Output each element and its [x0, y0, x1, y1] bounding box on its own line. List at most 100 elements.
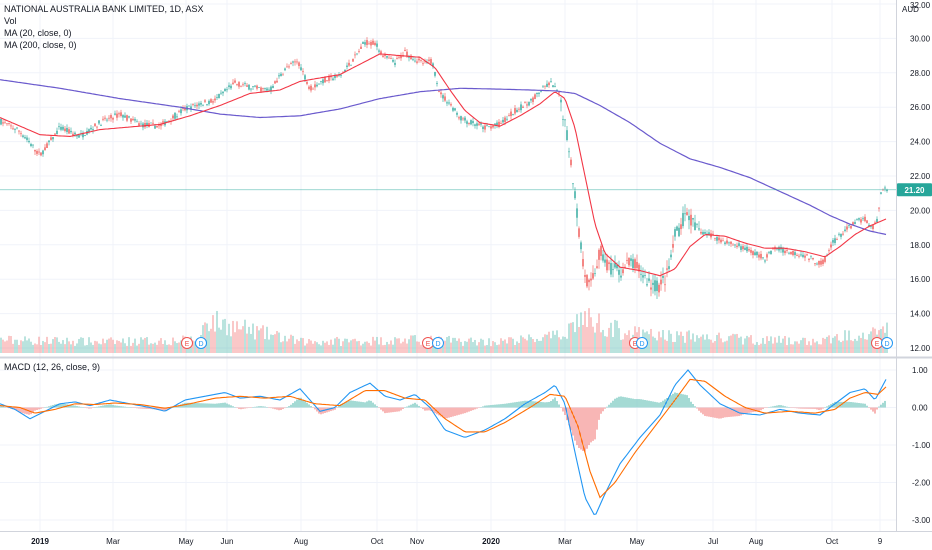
candle-body: [174, 112, 176, 119]
candle-body: [198, 103, 200, 106]
price-pane[interactable]: [0, 0, 896, 356]
macd-hist-bar: [702, 407, 704, 415]
vol-legend[interactable]: Vol: [4, 16, 17, 26]
earnings-marker[interactable]: E: [422, 337, 434, 349]
macd-hist-bar: [422, 407, 424, 410]
volume-bar: [176, 343, 178, 353]
candle-body: [6, 123, 8, 125]
ma200-legend[interactable]: MA (200, close, 0): [4, 40, 77, 50]
candle-body: [850, 226, 852, 229]
dividend-marker[interactable]: D: [432, 337, 444, 349]
volume-bar: [118, 340, 120, 353]
chart-title[interactable]: NATIONAL AUSTRALIA BANK LIMITED, 1D, ASX: [4, 4, 204, 14]
candle-body: [568, 151, 570, 153]
macd-hist-bar: [272, 407, 274, 409]
volume-bar: [778, 335, 780, 353]
macd-hist-bar: [640, 399, 642, 408]
macd-hist-bar: [610, 402, 612, 408]
candle-body: [652, 282, 654, 285]
signal-line: [0, 378, 887, 499]
macd-hist-bar: [158, 407, 160, 410]
candle-body: [92, 129, 94, 131]
macd-hist-bar: [498, 404, 500, 408]
candle-body: [82, 132, 84, 138]
ma20-legend[interactable]: MA (20, close, 0): [4, 28, 72, 38]
candle-body: [234, 80, 236, 83]
candle-body: [194, 105, 196, 107]
dividend-marker[interactable]: D: [636, 337, 648, 349]
volume-bar: [304, 345, 306, 353]
macd-hist-bar: [866, 405, 868, 408]
volume-bar: [716, 334, 718, 353]
price-axis[interactable]: 32.00 30.00 28.00 26.00 24.00 22.00 20.00 18.00…: [910, 1, 931, 353]
macd-hist-bar: [370, 400, 372, 408]
candle-body: [610, 263, 612, 275]
candle-body: [694, 222, 696, 231]
macd-hist-bar: [388, 407, 390, 413]
macd-hist-bar: [628, 397, 630, 408]
macd-hist-bar: [82, 407, 84, 408]
time-tick-label: Aug: [749, 537, 763, 546]
macd-hist-bar: [62, 403, 64, 408]
volume-bar: [532, 339, 534, 353]
candle-body: [242, 84, 244, 86]
candle-body: [252, 86, 254, 88]
macd-hist-bar: [106, 404, 108, 408]
candle-body: [352, 58, 354, 62]
macd-hist-bar: [826, 406, 828, 408]
candle-body: [462, 118, 464, 120]
macd-hist-bar: [758, 407, 760, 411]
volume-bar: [258, 330, 260, 353]
earnings-marker[interactable]: E: [871, 337, 883, 349]
volume-bar: [512, 338, 514, 353]
macd-hist-bar: [418, 405, 420, 408]
macd-hist-bar: [520, 401, 522, 408]
volume-bar: [584, 311, 586, 353]
volume-bar: [830, 343, 832, 353]
candle-body: [754, 252, 756, 256]
candle-body: [14, 129, 16, 130]
candle-body: [596, 266, 598, 268]
macd-axis[interactable]: 1.00 0.00 -1.00 -2.00 -3.00: [912, 366, 931, 525]
volume-bar: [692, 333, 694, 353]
volume-bar: [702, 334, 704, 353]
volume-bar: [536, 338, 538, 353]
candle-body: [570, 159, 572, 166]
macd-hist-bar: [540, 401, 542, 408]
volume-bar: [76, 343, 78, 353]
volume-bar: [310, 340, 312, 353]
dividend-marker[interactable]: D: [195, 337, 207, 349]
macd-hist-bar: [304, 401, 306, 408]
price-tick-label: 16.00: [910, 275, 931, 284]
candle-body: [136, 121, 138, 123]
volume-bar: [654, 337, 656, 353]
macd-hist-bar: [874, 407, 876, 414]
volume-bar: [412, 335, 414, 353]
macd-hist-bar: [292, 403, 294, 408]
candle-body: [134, 119, 136, 121]
time-axis[interactable]: 2019 Mar May Jun Aug Oct Nov 2020 Mar May Jul Aug Oc…: [31, 537, 883, 546]
volume-bar: [316, 342, 318, 353]
candle-body: [356, 53, 358, 55]
macd-title[interactable]: MACD (12, 26, close, 9): [4, 362, 101, 372]
volume-bar: [528, 334, 530, 353]
price-tick-label: 12.00: [910, 344, 931, 353]
candle-body: [724, 242, 726, 244]
candle-body: [406, 51, 408, 57]
candle-body: [532, 97, 534, 102]
macd-hist-bar: [452, 407, 454, 417]
last-price-value: 21.20: [904, 186, 925, 195]
candle-body: [728, 242, 730, 244]
macd-hist-bar: [690, 401, 692, 408]
candle-body: [100, 125, 102, 127]
dividend-marker[interactable]: D: [881, 337, 893, 349]
volume-bar: [706, 334, 708, 353]
candle-body: [720, 239, 722, 243]
candle-body: [608, 262, 610, 264]
volume-bar: [816, 341, 818, 353]
volume-bar: [600, 332, 602, 353]
macd-hist-bar: [624, 397, 626, 408]
earnings-marker[interactable]: E: [181, 337, 193, 349]
candle-body: [488, 126, 490, 128]
